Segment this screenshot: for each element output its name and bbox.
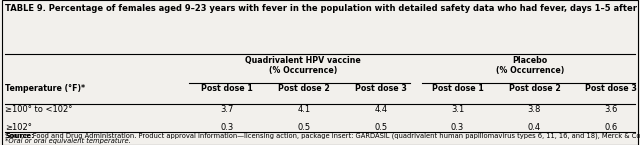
Text: Post dose 3: Post dose 3 bbox=[355, 84, 407, 93]
Text: 0.5: 0.5 bbox=[374, 123, 387, 132]
Text: Post dose 1: Post dose 1 bbox=[432, 84, 483, 93]
Text: Quadrivalent HPV vaccine
(% Occurrence): Quadrivalent HPV vaccine (% Occurrence) bbox=[245, 56, 360, 75]
Text: 4.4: 4.4 bbox=[374, 105, 387, 114]
Text: 3.8: 3.8 bbox=[528, 105, 541, 114]
Text: 3.6: 3.6 bbox=[605, 105, 618, 114]
Text: 3.7: 3.7 bbox=[221, 105, 234, 114]
Text: 0.5: 0.5 bbox=[298, 123, 310, 132]
Text: 0.4: 0.4 bbox=[528, 123, 541, 132]
Text: Source:: Source: bbox=[5, 133, 34, 139]
Text: Post dose 3: Post dose 3 bbox=[585, 84, 637, 93]
Text: 4.1: 4.1 bbox=[298, 105, 310, 114]
Text: *Oral or oral equivalent temperature.: *Oral or oral equivalent temperature. bbox=[5, 138, 131, 144]
Text: 3.1: 3.1 bbox=[451, 105, 464, 114]
Text: ≥102°: ≥102° bbox=[5, 123, 32, 132]
Text: ≥100° to <102°: ≥100° to <102° bbox=[5, 105, 72, 114]
Text: Temperature (°F)*: Temperature (°F)* bbox=[5, 84, 85, 93]
Text: Post dose 2: Post dose 2 bbox=[509, 84, 560, 93]
Text: 0.3: 0.3 bbox=[221, 123, 234, 132]
Text: Post dose 2: Post dose 2 bbox=[278, 84, 330, 93]
Text: 0.3: 0.3 bbox=[451, 123, 464, 132]
Text: TABLE 9. Percentage of females aged 9–23 years with fever in the population with: TABLE 9. Percentage of females aged 9–23… bbox=[5, 4, 640, 13]
Text: Post dose 1: Post dose 1 bbox=[202, 84, 253, 93]
Text: Placebo
(% Occurrence): Placebo (% Occurrence) bbox=[496, 56, 564, 75]
Text: 0.6: 0.6 bbox=[605, 123, 618, 132]
Text: Source: Food and Drug Administration. Product approval information—licensing act: Source: Food and Drug Administration. Pr… bbox=[5, 133, 640, 139]
